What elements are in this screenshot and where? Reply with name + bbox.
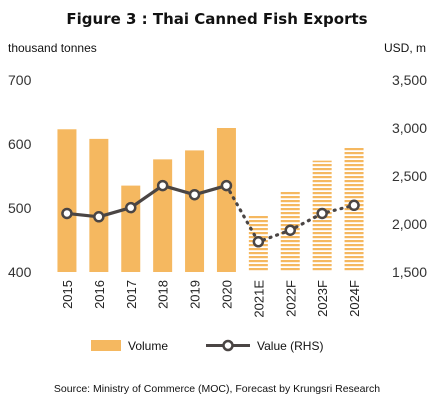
value-point xyxy=(348,199,360,212)
value-point xyxy=(125,201,137,214)
legend-value-marker xyxy=(222,339,234,352)
source-note: Source: Ministry of Commerce (MOC), Fore… xyxy=(54,383,380,395)
right-tick-label: 2,500 xyxy=(392,168,427,184)
legend: Volume Value (RHS) xyxy=(91,339,323,353)
volume-bar xyxy=(185,150,205,272)
legend-value-label: Value (RHS) xyxy=(257,339,323,353)
right-axis-unit: USD, m xyxy=(384,41,426,55)
value-point xyxy=(188,188,201,201)
volume-bar xyxy=(121,185,141,272)
right-tick-label: 2,000 xyxy=(392,216,427,232)
x-tick-label: 2022F xyxy=(283,280,298,317)
left-tick-label: 700 xyxy=(8,72,32,88)
x-tick-label: 2021E xyxy=(251,280,266,318)
x-tick-label: 2016 xyxy=(92,280,107,309)
x-tick-label: 2024F xyxy=(347,280,362,317)
legend-volume-label: Volume xyxy=(128,339,168,353)
value-point xyxy=(61,207,73,220)
right-tick-label: 1,500 xyxy=(392,264,427,280)
right-tick-label: 3,500 xyxy=(392,72,427,88)
legend-volume-swatch xyxy=(91,340,121,351)
volume-bar xyxy=(216,128,236,272)
x-tick-label: 2020 xyxy=(219,280,234,309)
value-point xyxy=(252,236,265,248)
volume-bar xyxy=(57,129,77,272)
chart-title: Figure 3 : Thai Canned Fish Exports xyxy=(66,10,367,28)
x-tick-label: 2019 xyxy=(188,280,203,309)
x-tick-label: 2023F xyxy=(315,280,330,317)
x-tick-label: 2018 xyxy=(156,280,171,309)
volume-bar xyxy=(89,138,109,272)
x-tick-label: 2015 xyxy=(60,280,75,309)
volume-bar xyxy=(153,159,173,272)
left-tick-label: 400 xyxy=(8,264,32,280)
left-tick-label: 500 xyxy=(8,200,32,216)
value-point xyxy=(93,211,105,223)
value-point xyxy=(316,207,328,220)
left-tick-label: 600 xyxy=(8,136,32,152)
value-point xyxy=(156,179,169,192)
x-tick-label: 2017 xyxy=(124,280,139,309)
value-point xyxy=(220,179,233,192)
left-axis-unit: thousand tonnes xyxy=(8,41,97,55)
value-point xyxy=(284,224,296,236)
right-tick-label: 3,000 xyxy=(392,120,427,136)
